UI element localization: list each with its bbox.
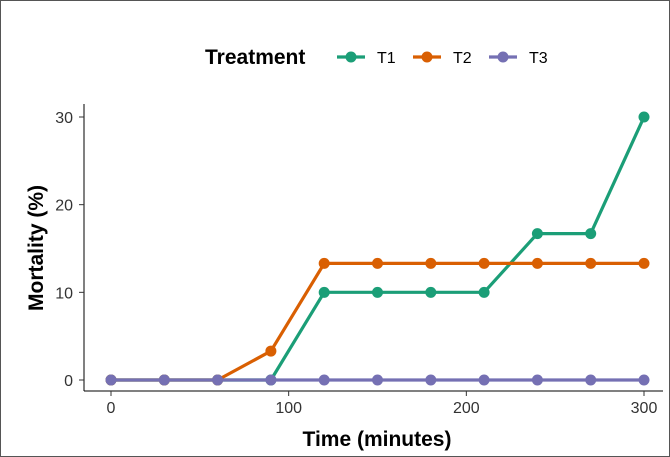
legend-title: Treatment: [205, 46, 305, 69]
data-point-T2: [318, 257, 330, 269]
series-T3: [105, 374, 650, 386]
data-point-T3: [318, 374, 330, 386]
legend: Treatment T1 T2 T3: [205, 46, 548, 69]
y-tick-label: 10: [55, 285, 73, 302]
data-point-T3: [585, 374, 597, 386]
legend-label: T1: [377, 50, 396, 67]
data-point-T1: [531, 228, 543, 240]
y-tick-label: 30: [55, 110, 73, 127]
data-point-T3: [531, 374, 543, 386]
legend-key-point: [345, 51, 357, 63]
data-point-T2: [638, 257, 650, 269]
data-point-T3: [478, 374, 490, 386]
x-axis-ticks: 0 100 200 300: [107, 391, 658, 417]
data-point-T2: [585, 257, 597, 269]
data-point-T1: [638, 111, 650, 123]
data-point-T1: [372, 286, 383, 298]
legend-item-T3: T3: [489, 50, 548, 67]
data-point-T3: [372, 374, 383, 386]
x-tick-label: 0: [107, 400, 116, 417]
data-point-T2: [265, 345, 277, 357]
x-axis-title: Time (minutes): [303, 428, 452, 451]
data-point-T3: [265, 374, 277, 386]
legend-label: T3: [529, 50, 548, 67]
legend-item-T2: T2: [413, 50, 472, 67]
data-point-T1: [425, 286, 437, 298]
data-point-T2: [531, 257, 543, 269]
series-line-T2: [111, 261, 644, 382]
legend-key-point: [497, 51, 509, 63]
x-tick-label: 200: [453, 400, 480, 417]
legend-label: T2: [453, 50, 472, 67]
data-point-T2: [372, 257, 383, 269]
data-point-T3: [425, 374, 437, 386]
data-point-T3: [212, 374, 224, 386]
legend-key-point: [421, 51, 433, 63]
data-point-T3: [158, 374, 170, 386]
data-point-T1: [478, 286, 490, 298]
series-line-T1: [111, 116, 646, 382]
y-axis-title: Mortality (%): [25, 185, 48, 311]
y-tick-label: 0: [64, 373, 73, 390]
data-point-T2: [478, 257, 490, 269]
data-point-T3: [638, 374, 650, 386]
x-tick-label: 300: [631, 400, 658, 417]
legend-item-T1: T1: [337, 50, 396, 67]
series-T2: [105, 257, 650, 386]
x-tick-label: 100: [275, 400, 302, 417]
data-point-T3: [105, 374, 117, 386]
data-point-T1: [585, 228, 597, 240]
series-layer: [105, 111, 650, 386]
series-T1: [105, 111, 650, 386]
data-point-T2: [425, 257, 437, 269]
y-tick-label: 20: [55, 198, 73, 215]
data-point-T1: [318, 286, 330, 298]
y-axis-ticks: 0 10 20 30: [55, 110, 84, 390]
